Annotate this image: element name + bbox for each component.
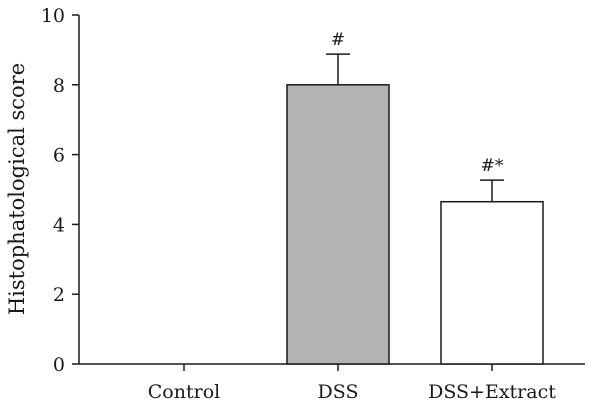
y-axis-label: Histophatological score <box>5 63 29 315</box>
bar-dss <box>286 84 390 365</box>
x-tick-label: DSS+Extract <box>428 381 556 403</box>
y-tick-label: 6 <box>53 145 65 167</box>
y-tick-label: 10 <box>41 5 65 27</box>
significance-label: #* <box>481 156 504 176</box>
y-axis-ticks: 0 2 4 6 8 10 <box>41 5 79 376</box>
y-tick-label: 4 <box>53 214 65 236</box>
y-tick-label: 2 <box>53 284 65 306</box>
x-tick-label: DSS <box>318 381 359 403</box>
y-tick-label: 8 <box>53 75 65 97</box>
bars: # #* <box>286 30 544 365</box>
x-tick-label: Control <box>148 381 220 403</box>
x-axis-ticks: Control DSS DSS+Extract <box>148 364 556 403</box>
y-tick-label: 0 <box>53 354 65 376</box>
significance-label: # <box>331 30 345 50</box>
bar-dss-extract <box>440 200 544 365</box>
